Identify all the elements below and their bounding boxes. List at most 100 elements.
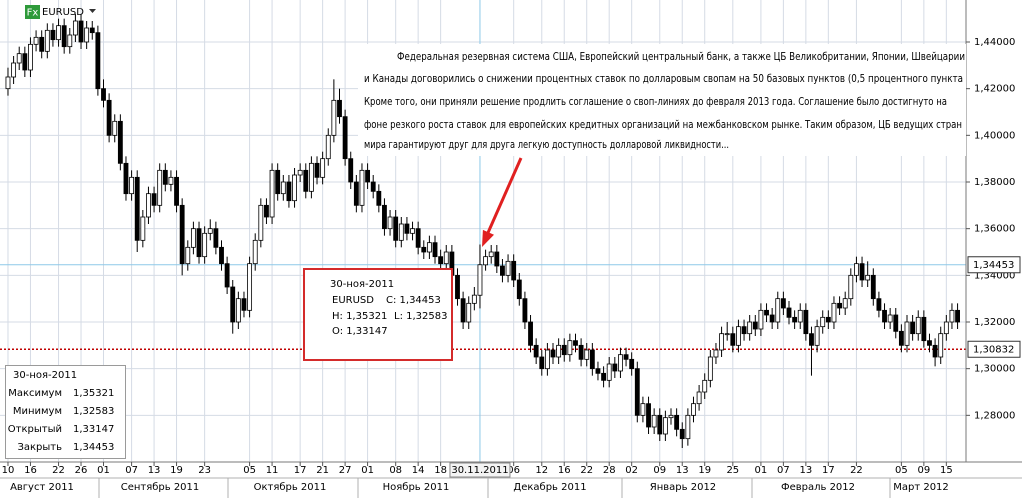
tooltip: 30-ноя-2011 EURUSD C: 1,34453 H: 1,35321… [303,268,453,361]
x-tick-label: 05 [243,465,256,476]
candle-body [280,181,286,195]
candle-body [567,340,573,356]
y-tick-label: 1,28000 [974,410,1015,421]
x-tick-label: 11 [266,465,279,476]
candle-body [140,216,146,241]
price-label: 1,34453 [973,260,1014,271]
candle-body [662,417,668,435]
candle-body [668,414,674,419]
candle-body [157,169,163,206]
candle-body [235,298,241,323]
candle-body [134,176,140,241]
candle-body [28,43,33,71]
x-tick-label: 10 [2,465,15,476]
x-tick-label: 22 [580,465,593,476]
candle-body [241,298,247,311]
candle-body [494,251,500,267]
candle-body [247,263,253,311]
candle-body [72,20,78,36]
crosshair-label-box [449,462,511,478]
arrow-shaft [485,157,523,236]
symbol-header[interactable]: Fx EURUSD [25,5,96,19]
y-tick-label: 1,36000 [974,224,1015,235]
candle-body [876,298,882,311]
candle-body [797,309,803,323]
candle-body [736,326,741,346]
candle-body [556,344,562,358]
candle-body [224,263,230,288]
candle-body [550,349,556,358]
tooltip-low: L: 1,32583 [394,311,447,322]
candle-body [758,309,764,330]
candle-body [370,181,376,192]
y-tick-label: 1,42000 [974,84,1015,95]
candle-body [123,162,129,195]
candle-body [854,263,859,276]
candle-body [825,316,831,323]
candle-body [168,176,174,185]
x-tick-label: 19 [170,465,183,476]
candle-body [713,349,719,358]
candle-body [516,279,522,300]
x-tick-label: 02 [625,465,638,476]
candle-body [471,294,477,304]
candle-body [415,228,421,248]
candle-body [477,264,483,296]
candle-body [921,316,927,342]
data-window-value: 1,32583 [73,406,114,417]
candle-body [904,321,910,346]
candle-body [404,223,410,234]
y-tick-label: 1,40000 [974,130,1015,141]
candle-body [927,340,932,346]
candle-body [258,204,264,241]
candle-body [95,32,101,90]
x-tick-label: 16 [558,465,571,476]
x-tick-label: 23 [198,465,211,476]
month-label: Февраль 2012 [781,482,855,493]
candle-body [353,181,359,206]
x-tick-label: 07 [777,465,790,476]
candle-body [629,358,635,370]
tooltip-close: C: 1,34453 [386,295,441,306]
news-line: Кроме того, они приняли решение продлить… [364,95,947,108]
y-tick-label: 1,34000 [974,270,1015,281]
candle-body [691,403,696,416]
candle-body [533,344,539,358]
candle-body [5,76,11,90]
axes: 1,28000 1,30000 1,32000 1,34000 1,36000 1,380… [2,37,1021,498]
candle-body [584,349,590,360]
candle-body [938,333,944,358]
candle-body [539,356,545,370]
symbol-name: EURUSD [42,7,84,18]
candle-body [33,36,39,45]
candle-body [786,307,792,318]
x-tick-label: 09 [917,465,930,476]
news-annotation: Федеральная резервная система США, Европ… [358,44,966,156]
fx-icon-text: Fx [27,8,39,19]
x-tick-label: 12 [535,465,548,476]
candle-body [50,29,56,41]
candle-body [640,403,646,416]
candle-body [752,321,758,330]
candle-body [578,344,584,360]
candle-body [325,134,331,160]
candle-body [561,344,567,356]
candle-body [741,326,747,335]
x-tick-label: 01 [755,465,768,476]
candle-body [932,344,938,358]
candle-body [831,302,837,323]
candle-body [174,176,179,206]
data-window-label: Максимум [8,388,62,399]
data-window-label: Закрыть [17,442,62,453]
x-tick-label: 17 [822,465,835,476]
news-line: фоне резкого роста ставок для европейски… [364,118,962,131]
candle-body [528,321,533,346]
candle-body [56,25,61,41]
x-tick-label: 01 [361,465,374,476]
candle-body [803,309,809,335]
candle-body [342,116,348,160]
data-window-value: 1,33147 [73,424,114,435]
candle-body [292,174,297,202]
candle-body [500,265,505,276]
